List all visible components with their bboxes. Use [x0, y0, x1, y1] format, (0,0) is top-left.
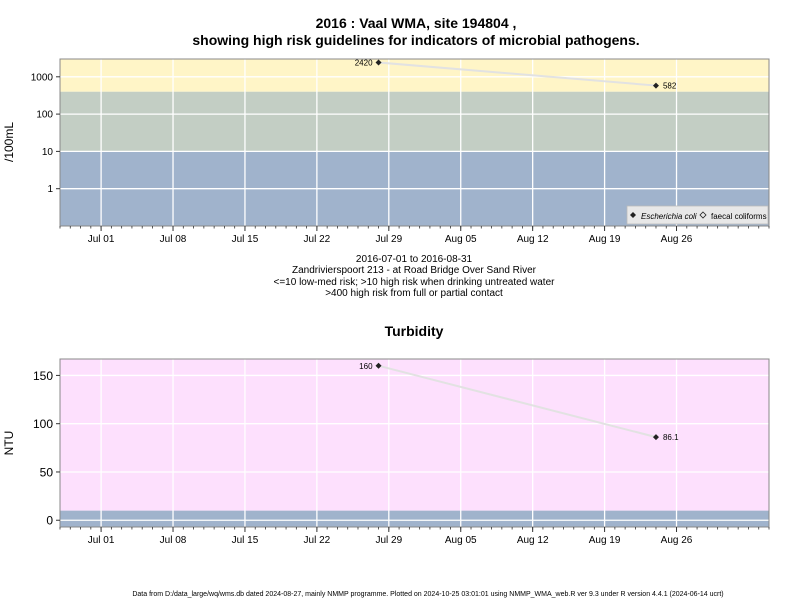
data-label: 86.1 [663, 433, 679, 442]
chart2-title: Turbidity [385, 323, 444, 339]
chart2-series: 160 86.1 [359, 362, 679, 442]
chart2-y-axis: 0 50 100 150 [33, 369, 60, 528]
x-tick-label: Aug 19 [589, 234, 621, 245]
y-tick-label: 0 [46, 514, 53, 528]
data-label: 582 [663, 82, 677, 91]
x-tick-label: Jul 08 [160, 535, 187, 546]
y-tick-label: 100 [36, 110, 53, 121]
data-point [375, 59, 382, 66]
y-tick-label: 10 [42, 147, 54, 158]
chart1-frame [59, 58, 770, 227]
x-tick-label: Aug 05 [445, 234, 477, 245]
footer-note: Data from D:/data_large/wq/wms.db dated … [132, 591, 723, 598]
legend-marker-ecoli [630, 212, 636, 218]
chart1-title-line1: 2016 : Vaal WMA, site 194804 , [316, 15, 517, 31]
y-tick-label: 1000 [31, 72, 54, 83]
series-line [378, 61, 657, 87]
y-tick-label: 100 [33, 417, 53, 431]
x-tick-label: Aug 05 [445, 535, 477, 546]
chart2-frame [59, 358, 770, 528]
x-tick-label: Aug 12 [517, 535, 549, 546]
caption-line-2: Zandrivierspoort 213 - at Road Bridge Ov… [292, 265, 537, 276]
x-tick-label: Aug 26 [661, 535, 693, 546]
legend-marker-faecal [699, 211, 707, 219]
legend-label-ecoli: Escherichia coli [641, 212, 697, 221]
caption-line-3: <=10 low-med risk; >10 high risk when dr… [274, 277, 556, 288]
x-tick-label: Aug 12 [517, 234, 549, 245]
legend-box [626, 205, 769, 225]
x-tick-label: Jul 15 [232, 535, 259, 546]
chart2-bands [60, 359, 769, 527]
chart1-legend: Escherichia coli faecal coliforms [626, 205, 769, 225]
chart1-series: 2420 582 [355, 58, 677, 90]
x-tick-label: Jul 29 [375, 234, 402, 245]
chart2-y-label: NTU [2, 431, 16, 456]
chart2-x-axis: Jul 01 Jul 08 Jul 15 Jul 22 Jul 29 Aug 05 Aug … [59, 527, 770, 546]
x-tick-label: Jul 08 [160, 234, 187, 245]
chart1-x-axis: Jul 01 Jul 08 Jul 15 Jul 22 Jul 29 Aug 05 Aug … [59, 226, 770, 245]
x-tick-label: Aug 26 [661, 234, 693, 245]
chart1-y-label: /100mL [2, 122, 16, 162]
caption-line-4: >400 high risk from full or partial cont… [325, 288, 503, 299]
band-3 [60, 59, 769, 92]
y-tick-label: 150 [33, 369, 53, 383]
legend-label-faecal: faecal coliforms [711, 212, 767, 221]
x-tick-label: Aug 19 [589, 535, 621, 546]
x-tick-label: Jul 22 [304, 535, 331, 546]
data-point [652, 82, 659, 89]
x-tick-label: Jul 29 [375, 535, 402, 546]
data-label: 160 [359, 362, 373, 371]
x-tick-label: Jul 22 [304, 234, 331, 245]
x-tick-label: Jul 15 [232, 234, 259, 245]
y-tick-label: 50 [40, 465, 54, 479]
data-label: 2420 [355, 58, 373, 67]
data-point [652, 434, 659, 441]
series-line [378, 364, 657, 439]
y-tick-label: 1 [47, 184, 53, 195]
chart1-y-axis: 1 10 100 1000 [31, 72, 60, 195]
band-1 [60, 510, 769, 527]
data-point [375, 362, 382, 369]
band-2 [60, 91, 769, 152]
x-tick-label: Jul 01 [88, 234, 115, 245]
caption-line-1: 2016-07-01 to 2016-08-31 [356, 254, 473, 265]
chart1-title-line2: showing high risk guidelines for indicat… [192, 32, 639, 48]
x-tick-label: Jul 01 [88, 535, 115, 546]
chart1-grid [60, 59, 769, 226]
